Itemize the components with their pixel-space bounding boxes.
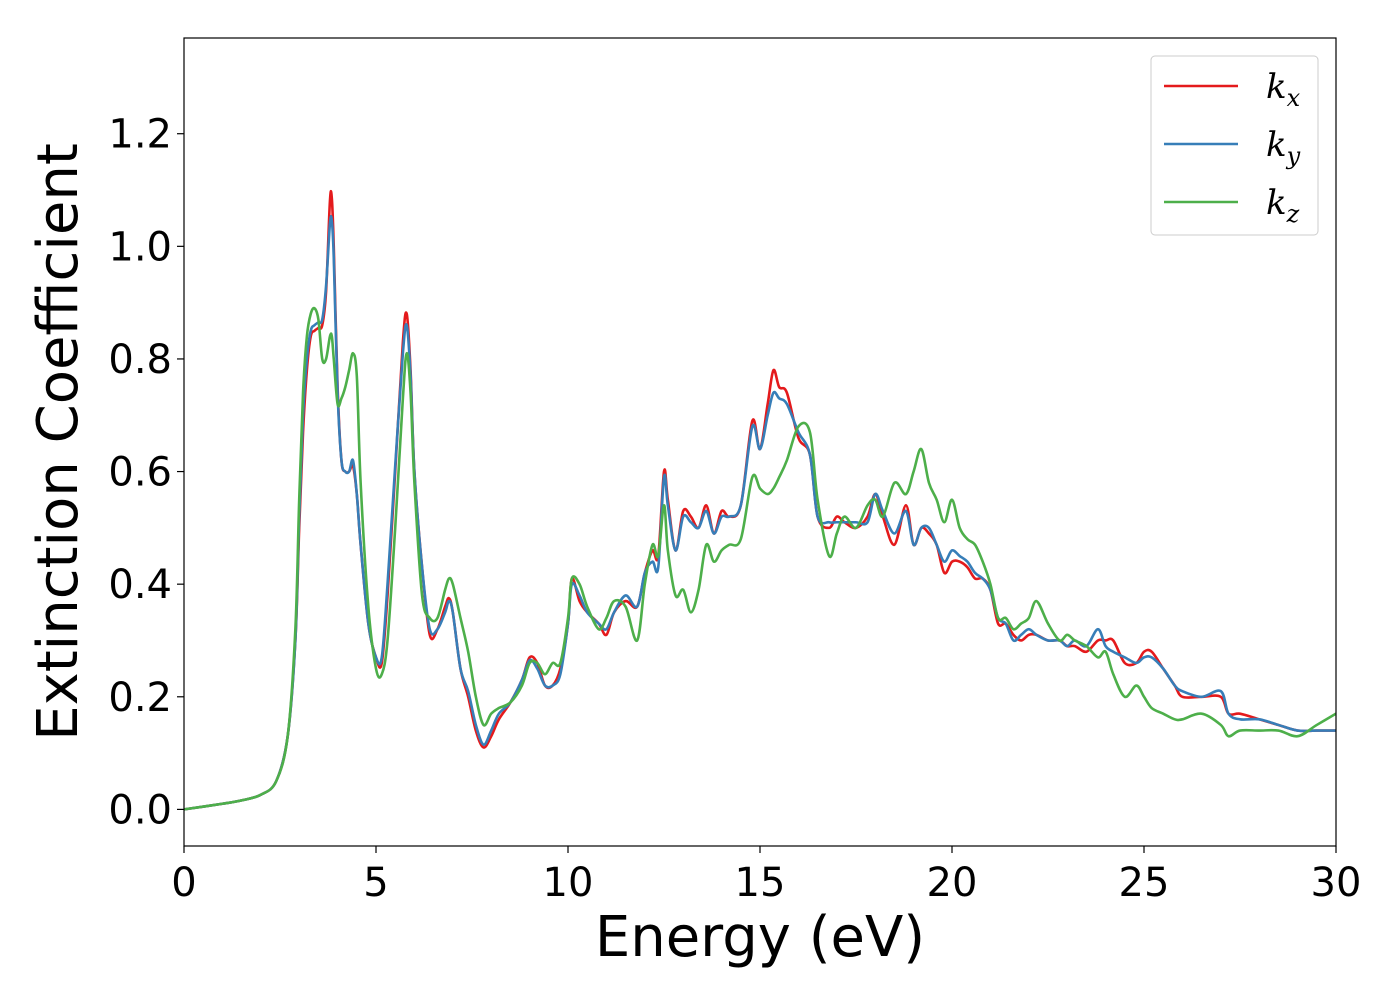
legend-label-y: ky bbox=[1266, 125, 1301, 170]
y-tick-label: 1.0 bbox=[108, 224, 172, 270]
legend-label-x: kx bbox=[1266, 67, 1301, 112]
x-tick-label: 25 bbox=[1119, 860, 1170, 906]
y-tick-label: 0.2 bbox=[108, 675, 172, 721]
x-tick-label: 30 bbox=[1311, 860, 1362, 906]
legend-label-z: kz bbox=[1266, 183, 1300, 228]
y-tick-label: 0.0 bbox=[108, 787, 172, 833]
y-tick-label: 0.6 bbox=[108, 450, 172, 496]
series-line-y bbox=[184, 214, 1336, 811]
series-layer bbox=[184, 189, 1336, 811]
x-tick-label: 0 bbox=[171, 860, 196, 906]
y-tick-label: 0.4 bbox=[108, 562, 172, 608]
x-tick-label: 10 bbox=[543, 860, 594, 906]
ticks-layer: 0 5 10 15 20 25 30 0.0 0.2 0.4 0.6 0.8 1.0 1.2 bbox=[108, 112, 1361, 906]
y-axis-title: Extinction Coefficient bbox=[26, 143, 91, 741]
legend-items: kx ky kz bbox=[1164, 67, 1301, 228]
series-line-z bbox=[184, 306, 1336, 811]
x-tick-label: 15 bbox=[735, 860, 786, 906]
legend: kx ky kz bbox=[1150, 55, 1319, 236]
x-tick-label: 20 bbox=[927, 860, 978, 906]
x-axis-title: Energy (eV) bbox=[595, 905, 925, 970]
y-tick-label: 1.2 bbox=[108, 112, 172, 158]
legend-box bbox=[1150, 55, 1319, 236]
x-tick-label: 5 bbox=[363, 860, 388, 906]
y-tick-label: 0.8 bbox=[108, 337, 172, 383]
